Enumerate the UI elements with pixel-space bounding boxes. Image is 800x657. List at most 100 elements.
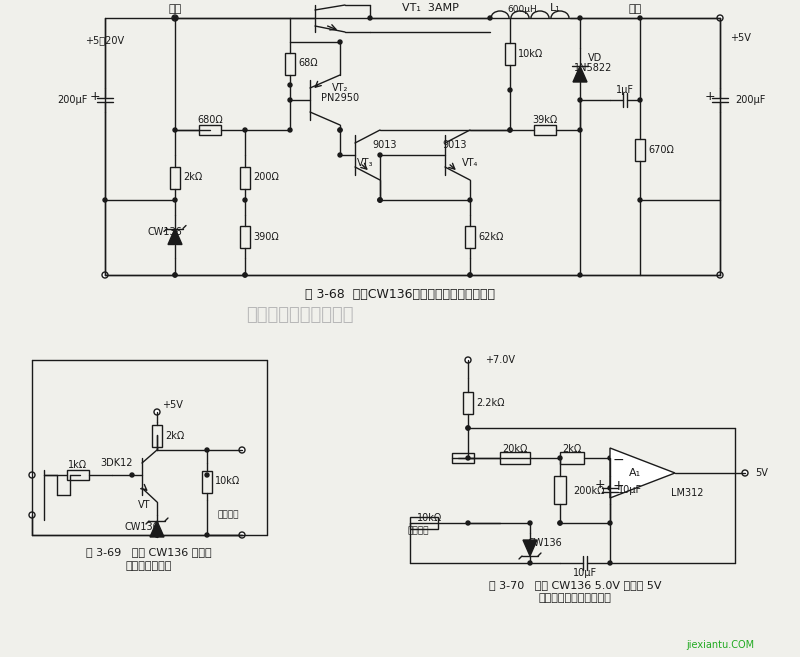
Polygon shape <box>150 521 164 537</box>
Text: 5V: 5V <box>755 468 768 478</box>
Text: +: + <box>612 479 624 493</box>
Text: CW136: CW136 <box>125 522 159 532</box>
Text: 3DK12: 3DK12 <box>101 458 134 468</box>
Bar <box>67 470 89 480</box>
Text: 方波校准器电路: 方波校准器电路 <box>126 561 172 571</box>
Circle shape <box>239 532 245 538</box>
Polygon shape <box>573 66 587 82</box>
Circle shape <box>288 98 292 102</box>
Circle shape <box>243 128 247 132</box>
Text: VT: VT <box>138 500 150 510</box>
Circle shape <box>578 128 582 132</box>
Text: 低噪声缓冲电压基准电路: 低噪声缓冲电压基准电路 <box>538 593 611 603</box>
Text: 1μF: 1μF <box>616 85 634 95</box>
Circle shape <box>488 16 492 20</box>
Bar <box>410 517 438 529</box>
Circle shape <box>288 128 292 132</box>
Circle shape <box>468 198 472 202</box>
Bar <box>500 452 530 464</box>
Circle shape <box>378 153 382 157</box>
Circle shape <box>368 16 372 20</box>
Text: 10kΩ: 10kΩ <box>418 513 442 523</box>
Text: 2kΩ: 2kΩ <box>165 431 184 441</box>
Text: +5V: +5V <box>162 400 182 410</box>
Circle shape <box>468 273 472 277</box>
Text: +: + <box>90 89 100 102</box>
Text: +5V: +5V <box>730 33 751 43</box>
Circle shape <box>102 272 108 278</box>
Text: 390Ω: 390Ω <box>253 231 278 242</box>
Text: +7.0V: +7.0V <box>485 355 515 365</box>
Text: A₁: A₁ <box>629 468 641 478</box>
Text: 10μF: 10μF <box>573 568 597 578</box>
Circle shape <box>558 521 562 525</box>
Bar <box>635 139 645 161</box>
Circle shape <box>155 533 159 537</box>
Text: CW136: CW136 <box>148 227 182 237</box>
Circle shape <box>742 470 748 476</box>
Circle shape <box>638 98 642 102</box>
Text: 图 3-69   采用 CW136 构成的: 图 3-69 采用 CW136 构成的 <box>86 547 212 557</box>
Text: 2kΩ: 2kΩ <box>562 444 582 454</box>
Text: 10μF: 10μF <box>618 485 642 495</box>
Text: +: + <box>705 89 715 102</box>
Bar <box>152 425 162 447</box>
Circle shape <box>528 561 532 565</box>
Text: 杭州将睿科技有限公司: 杭州将睿科技有限公司 <box>246 306 354 324</box>
Circle shape <box>205 473 209 477</box>
Circle shape <box>508 88 512 92</box>
Text: −: − <box>612 453 624 467</box>
Bar <box>465 225 475 248</box>
Text: 200μF: 200μF <box>735 95 766 105</box>
Circle shape <box>243 273 247 277</box>
Circle shape <box>717 272 723 278</box>
Circle shape <box>243 273 247 277</box>
Bar <box>170 166 180 189</box>
Circle shape <box>608 561 612 565</box>
Circle shape <box>130 473 134 477</box>
Text: VT₁  3AMP: VT₁ 3AMP <box>402 3 458 13</box>
Text: 600μH: 600μH <box>507 5 537 14</box>
Text: jiexiantu.COM: jiexiantu.COM <box>686 640 754 650</box>
Bar <box>199 125 221 135</box>
Circle shape <box>638 198 642 202</box>
Circle shape <box>578 16 582 20</box>
Circle shape <box>288 83 292 87</box>
Circle shape <box>154 409 160 415</box>
Bar <box>534 125 556 135</box>
Circle shape <box>172 15 178 21</box>
Bar <box>202 470 212 493</box>
Text: 200kΩ: 200kΩ <box>573 486 605 496</box>
Circle shape <box>29 512 35 518</box>
Bar <box>505 43 515 65</box>
Bar <box>452 453 474 463</box>
Text: PN2950: PN2950 <box>321 93 359 103</box>
Circle shape <box>338 128 342 132</box>
Text: 2kΩ: 2kΩ <box>183 173 202 183</box>
Circle shape <box>173 128 177 132</box>
Bar <box>463 392 473 414</box>
Circle shape <box>608 486 612 490</box>
Text: 200Ω: 200Ω <box>253 173 279 183</box>
Bar <box>560 452 584 464</box>
Text: 10kΩ: 10kΩ <box>215 476 240 486</box>
Text: 1kΩ: 1kΩ <box>69 460 87 470</box>
Circle shape <box>173 273 177 277</box>
Circle shape <box>558 456 562 460</box>
Circle shape <box>528 521 532 525</box>
Text: VD: VD <box>588 53 602 63</box>
Circle shape <box>205 448 209 452</box>
Text: 670Ω: 670Ω <box>648 145 674 155</box>
Circle shape <box>239 447 245 453</box>
Text: 20kΩ: 20kΩ <box>502 444 528 454</box>
Text: 200μF: 200μF <box>58 95 88 105</box>
Polygon shape <box>523 540 537 556</box>
Polygon shape <box>610 448 675 498</box>
Text: 39kΩ: 39kΩ <box>532 115 558 125</box>
Text: CW136: CW136 <box>528 538 562 548</box>
Text: VT₄: VT₄ <box>462 158 478 168</box>
Circle shape <box>205 533 209 537</box>
Circle shape <box>29 472 35 478</box>
Text: LM312: LM312 <box>670 488 703 498</box>
Circle shape <box>466 456 470 460</box>
